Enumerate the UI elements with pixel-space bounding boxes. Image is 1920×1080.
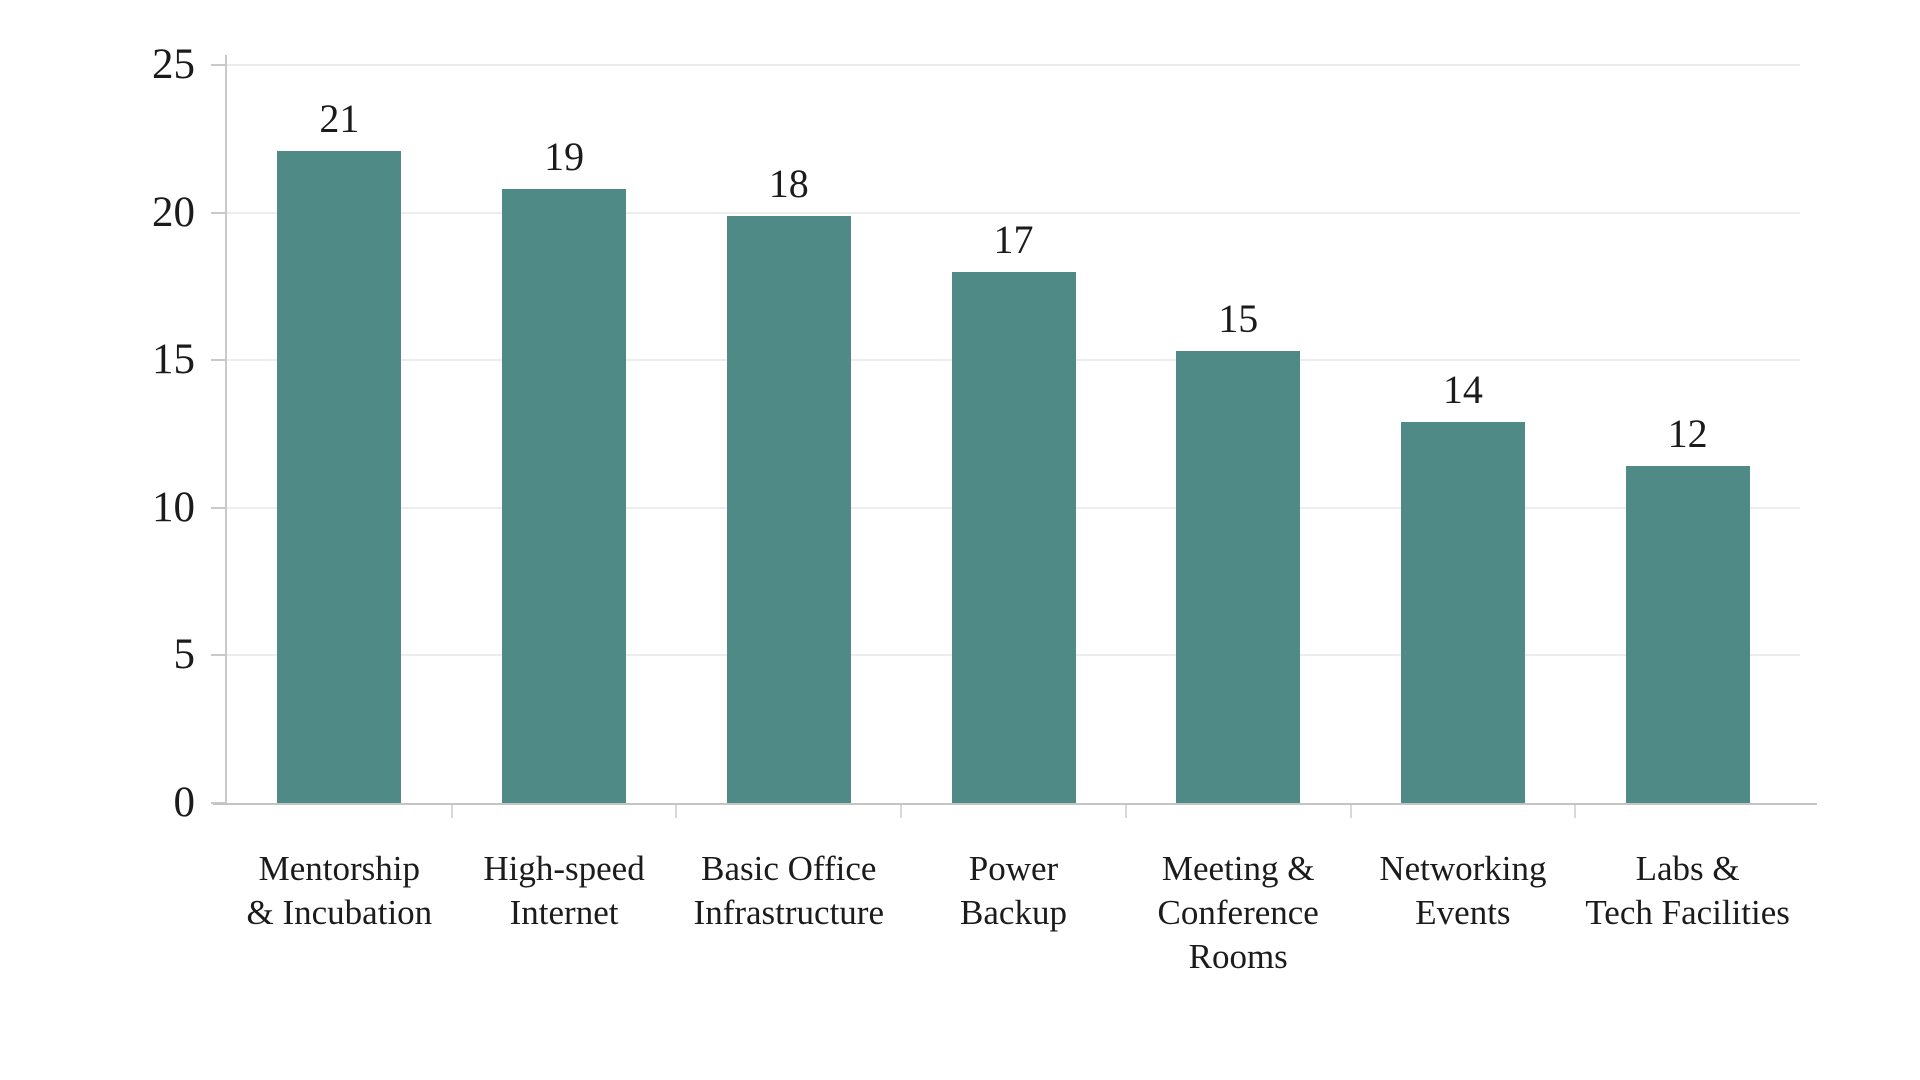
gridline [227,211,1800,214]
x-axis-category-label: Power Backup [960,849,1067,932]
x-axis-tick [675,805,678,818]
y-axis-tick-label: 15 [152,336,195,384]
y-axis-tick [211,506,227,509]
bar [502,188,627,803]
y-axis-tick-label: 20 [152,188,195,236]
y-axis-tick [211,654,227,657]
y-axis-tick-label: 10 [152,483,195,531]
y-axis-tick-label: 0 [173,779,196,826]
x-axis-category-label: Basic Office Infrastructure [693,849,884,932]
bar [1625,466,1750,803]
x-axis-tick [900,805,903,818]
y-axis-line [225,55,227,803]
y-axis-tick-label: 5 [173,631,196,679]
bar-value-label: 15 [1218,296,1259,342]
bar [951,271,1076,803]
bar-value-label: 14 [1442,367,1483,413]
x-axis-tick [450,805,453,818]
x-axis-category-label: Networking Events [1379,849,1547,932]
bar-value-label: 21 [319,95,360,141]
bar-value-label: 12 [1667,411,1708,457]
bar-value-label: 17 [993,216,1034,262]
x-axis-category-label: Meeting & Conference Rooms [1157,849,1319,976]
bar-value-label: 19 [544,133,585,179]
bar [1176,351,1301,803]
x-axis-tick [1124,805,1127,818]
x-axis-category-label: High-speed Internet [483,849,645,932]
bar [726,215,851,803]
y-axis-tick [211,359,227,362]
x-axis-line [213,803,1817,805]
x-axis-tick [1349,805,1352,818]
x-axis-category-label: Labs & Tech Facilities [1585,849,1790,932]
y-axis-tick [211,211,227,214]
bar-value-label: 18 [768,160,809,206]
bar [277,150,402,803]
bar [1400,422,1525,803]
x-axis-tick [1574,805,1577,818]
y-axis-tick [211,64,227,66]
y-axis-tick-label: 25 [152,41,195,88]
gridline [227,64,1800,66]
x-axis-category-label: Mentorship & Incubation [246,849,433,932]
